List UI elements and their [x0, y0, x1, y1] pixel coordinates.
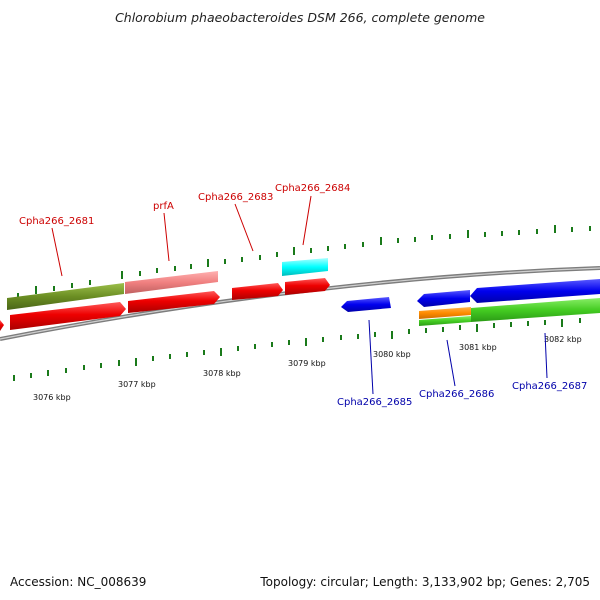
gene-prfa-red[interactable] [128, 291, 220, 313]
upper-ticks [17, 225, 591, 298]
gene-cpha266-2687[interactable] [470, 279, 600, 303]
leader-cpha266-2683 [234, 203, 254, 252]
gene-label-prfa[interactable]: prfA [153, 201, 174, 212]
scale-label-3077: 3077 kbp [118, 380, 156, 389]
gene-cpha266-2681-olive[interactable] [7, 283, 124, 310]
gene-cpha266-2685[interactable] [341, 297, 391, 312]
lower-ticks [13, 318, 581, 381]
scale-label-3081: 3081 kbp [459, 343, 497, 352]
leader-prfa [163, 212, 170, 262]
leader-cpha266-2681 [51, 227, 63, 277]
accession-text: Accession: NC_008639 [10, 575, 147, 589]
scale-label-3079: 3079 kbp [288, 359, 326, 368]
genome-title: Chlorobium phaeobacteroides DSM 266, com… [115, 10, 485, 25]
scale-label-3076: 3076 kbp [33, 393, 71, 402]
gene-cpha266-2684-red[interactable] [285, 278, 330, 295]
gene-label-cpha266-2684[interactable]: Cpha266_2684 [275, 183, 350, 194]
leader-cpha266-2685 [368, 319, 374, 395]
gene-prfa[interactable] [125, 271, 218, 294]
gene-label-cpha266-2687[interactable]: Cpha266_2687 [512, 381, 587, 392]
genome-summary-text: Topology: circular; Length: 3,133,902 bp… [260, 575, 590, 589]
gene-left-edge-red[interactable] [0, 320, 4, 331]
gene-cpha266-2683[interactable] [232, 283, 283, 300]
leader-cpha266-2687 [544, 332, 548, 379]
gene-label-cpha266-2681[interactable]: Cpha266_2681 [19, 216, 94, 227]
gene-label-cpha266-2683[interactable]: Cpha266_2683 [198, 192, 273, 203]
genome-backbone [0, 266, 600, 341]
scale-label-3082: 3082 kbp [544, 335, 582, 344]
gene-cpha266-2684[interactable] [282, 258, 328, 276]
leader-cpha266-2684 [302, 195, 312, 246]
gene-cpha266-2686[interactable] [417, 290, 470, 307]
gene-label-cpha266-2685[interactable]: Cpha266_2685 [337, 397, 412, 408]
leader-cpha266-2686 [446, 339, 456, 387]
genome-backbone-highlight [0, 267, 600, 340]
feature-green-left[interactable] [419, 316, 471, 326]
scale-label-3078: 3078 kbp [203, 369, 241, 378]
feature-green[interactable] [471, 298, 600, 322]
gene-label-cpha266-2686[interactable]: Cpha266_2686 [419, 389, 494, 400]
gene-cpha266-2681[interactable] [10, 302, 126, 330]
feature-orange[interactable] [419, 307, 471, 319]
scale-label-3080: 3080 kbp [373, 350, 411, 359]
